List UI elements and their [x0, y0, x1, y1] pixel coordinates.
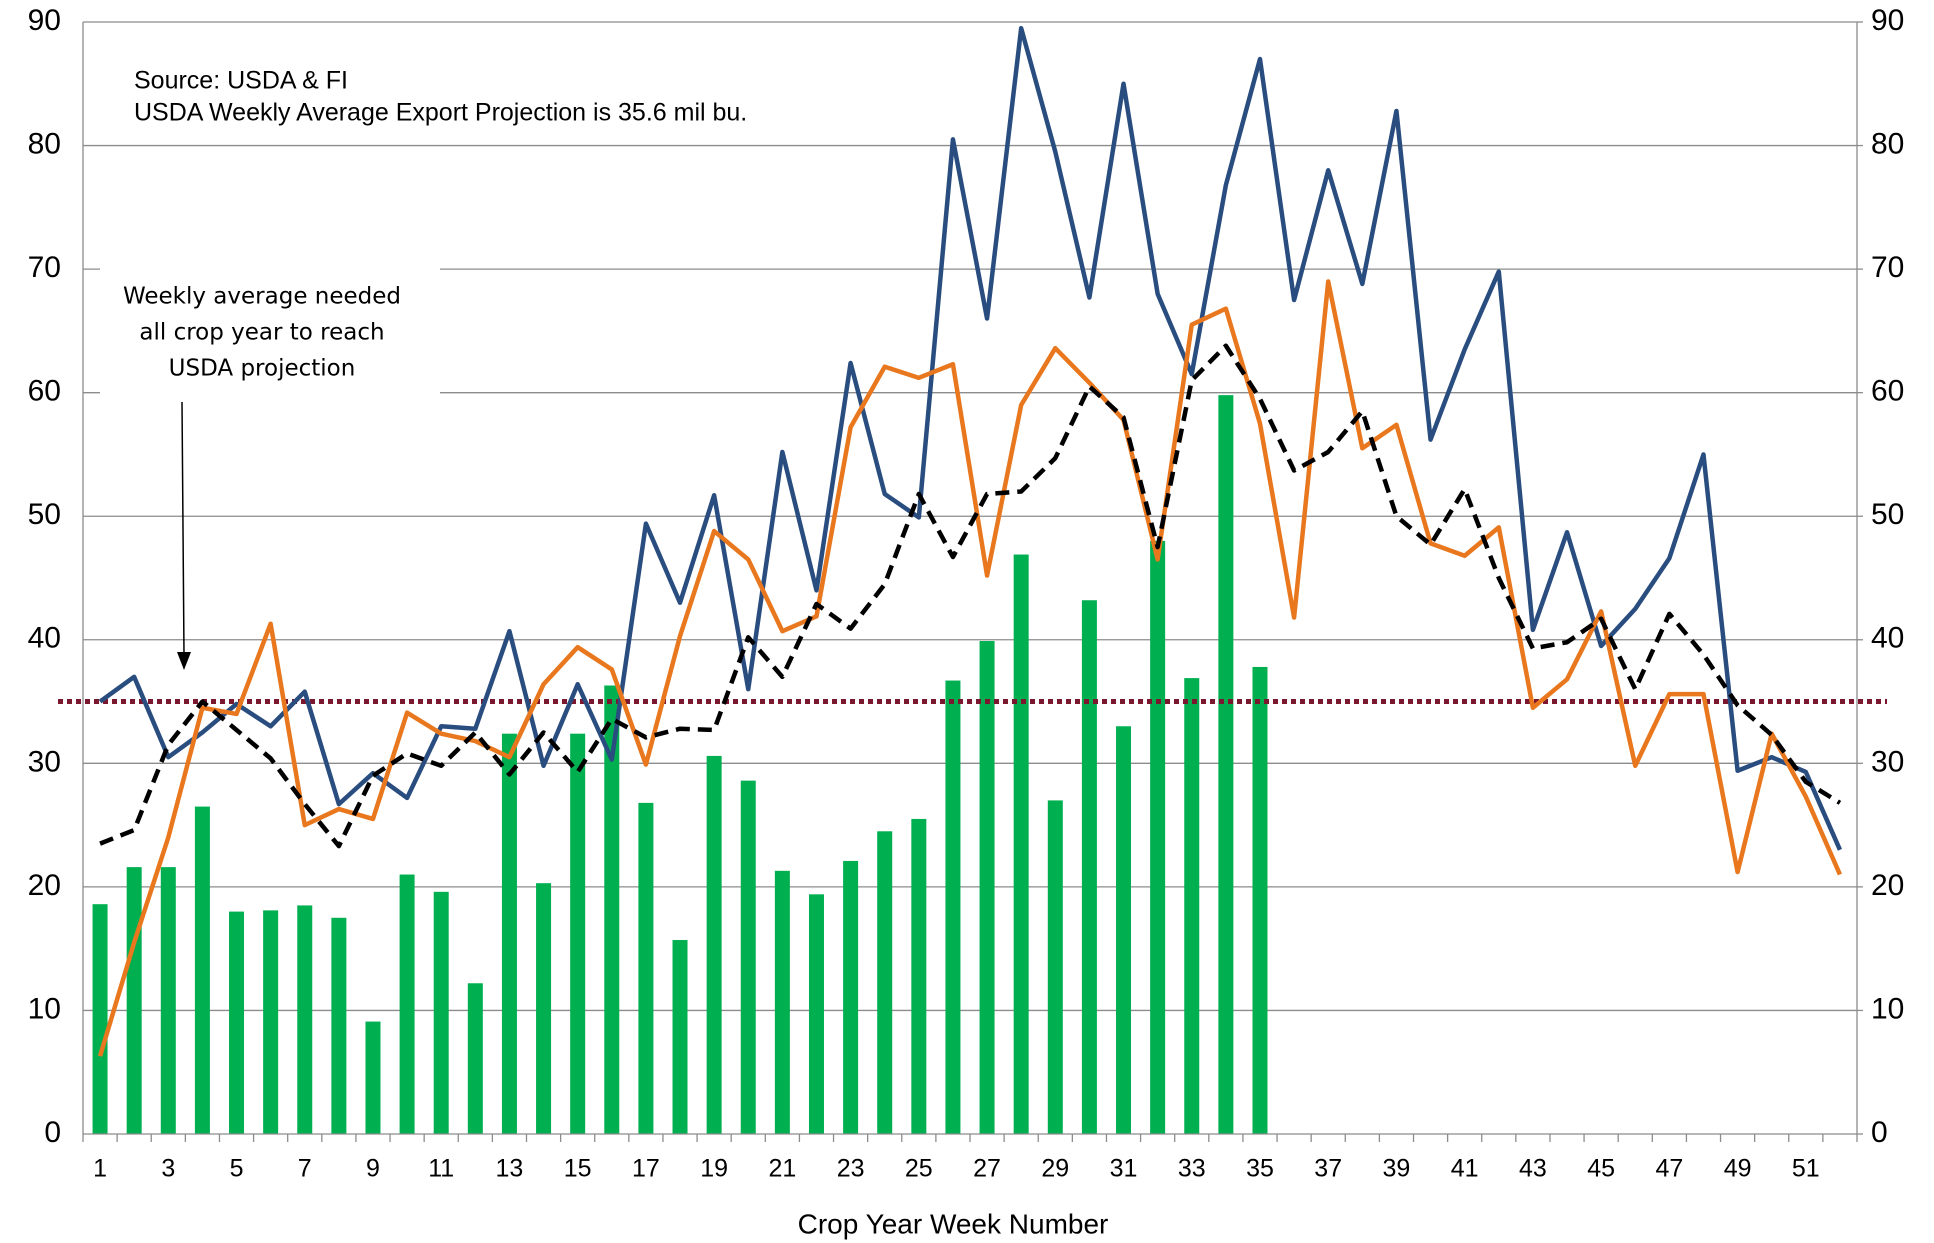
callout-text: all crop year to reach: [139, 320, 384, 346]
bar: [672, 940, 688, 1134]
x-axis-label: Crop Year Week Number: [798, 1208, 1109, 1239]
bar: [1218, 395, 1234, 1134]
x-tick-label: 11: [428, 1155, 454, 1183]
bar: [263, 910, 279, 1134]
bar: [194, 806, 210, 1134]
series-line: [98, 25, 1843, 851]
bar: [331, 917, 347, 1134]
y-tick-label: 10: [28, 992, 61, 1025]
x-tick-label: 1: [93, 1155, 107, 1183]
bar: [911, 818, 927, 1134]
x-tick-label: 25: [905, 1155, 933, 1183]
bar: [501, 733, 517, 1134]
bar: [604, 685, 620, 1134]
callout-arrow: [181, 401, 185, 656]
bar: [160, 867, 176, 1134]
bar: [92, 904, 108, 1134]
bar: [536, 883, 552, 1134]
y2-tick-label: 40: [1871, 622, 1904, 655]
y-tick-label: 80: [28, 127, 61, 160]
bar: [706, 755, 722, 1134]
bar: [774, 870, 790, 1134]
x-tick-label: 37: [1314, 1155, 1342, 1183]
bar: [1081, 600, 1097, 1134]
bar: [1252, 666, 1268, 1134]
y2-tick-label: 0: [1871, 1116, 1888, 1149]
x-tick-label: 45: [1587, 1155, 1615, 1183]
bar: [297, 905, 313, 1134]
y2-tick-label: 50: [1871, 498, 1904, 531]
x-tick-label: 31: [1110, 1155, 1138, 1183]
bar: [808, 894, 824, 1134]
y2-tick-label: 90: [1871, 4, 1904, 37]
bar: [399, 874, 415, 1134]
source-note: Source: USDA & FI: [134, 67, 348, 95]
callout-background: [100, 268, 440, 398]
x-tick-label: 3: [161, 1155, 175, 1183]
x-tick-label: 43: [1519, 1155, 1547, 1183]
x-tick-label: 35: [1246, 1155, 1274, 1183]
source-note: USDA Weekly Average Export Projection is…: [134, 99, 747, 127]
y-tick-label: 50: [28, 498, 61, 531]
callout-arrowhead: [177, 652, 191, 670]
x-tick-label: 33: [1178, 1155, 1206, 1183]
bar: [229, 911, 245, 1134]
x-tick-label: 39: [1383, 1155, 1411, 1183]
y-tick-label: 60: [28, 375, 61, 408]
bar: [979, 641, 995, 1134]
x-tick-label: 41: [1451, 1155, 1479, 1183]
bar: [126, 867, 142, 1134]
y-tick-label: 30: [28, 745, 61, 778]
bar: [365, 1021, 381, 1134]
bar: [877, 831, 893, 1134]
bar: [1013, 554, 1029, 1134]
x-tick-label: 49: [1724, 1155, 1752, 1183]
y2-tick-label: 10: [1871, 992, 1904, 1025]
x-tick-label: 29: [1041, 1155, 1069, 1183]
y-tick-label: 20: [28, 869, 61, 902]
y-tick-label: 70: [28, 251, 61, 284]
x-tick-label: 13: [496, 1155, 524, 1183]
callout-text: Weekly average needed: [123, 284, 401, 310]
bar: [433, 891, 449, 1134]
y2-tick-label: 20: [1871, 869, 1904, 902]
x-tick-label: 27: [973, 1155, 1001, 1183]
x-tick-label: 51: [1792, 1155, 1820, 1183]
x-tick-label: 17: [632, 1155, 660, 1183]
bar: [467, 983, 483, 1134]
bar: [1116, 726, 1132, 1134]
y-tick-label: 0: [44, 1116, 61, 1149]
x-tick-label: 47: [1655, 1155, 1683, 1183]
bar: [843, 860, 859, 1134]
y2-tick-label: 30: [1871, 745, 1904, 778]
bar: [1047, 800, 1063, 1134]
callout-text: USDA projection: [169, 356, 356, 382]
y-tick-label: 90: [28, 4, 61, 37]
x-tick-label: 9: [366, 1155, 380, 1183]
x-tick-label: 23: [837, 1155, 865, 1183]
bar: [945, 680, 961, 1134]
bar: [740, 780, 756, 1134]
y-tick-label: 40: [28, 622, 61, 655]
x-tick-label: 21: [768, 1155, 796, 1183]
bar: [570, 733, 586, 1134]
x-tick-label: 7: [298, 1155, 312, 1183]
y2-tick-label: 70: [1871, 251, 1904, 284]
bar: [1184, 678, 1200, 1134]
x-tick-label: 15: [564, 1155, 592, 1183]
series-line: [97, 279, 1843, 1057]
series-line: [99, 343, 1842, 849]
x-tick-label: 19: [700, 1155, 728, 1183]
y2-tick-label: 60: [1871, 375, 1904, 408]
y2-tick-label: 80: [1871, 127, 1904, 160]
bar: [638, 802, 654, 1134]
x-tick-label: 5: [230, 1155, 244, 1183]
bar: [1150, 540, 1166, 1134]
